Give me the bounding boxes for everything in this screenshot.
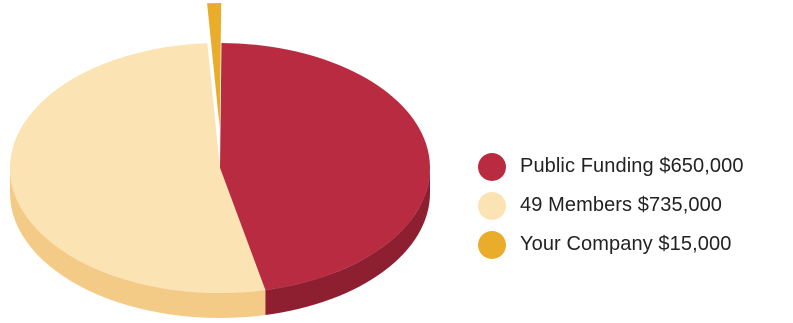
legend-label-public-funding: Public Funding $650,000 <box>520 155 744 177</box>
legend: Public Funding $650,000 49 Members $735,… <box>478 147 790 264</box>
legend-swatch-members <box>478 191 506 220</box>
pie-side-public-funding-1 <box>265 168 430 316</box>
legend-item-public-funding: Public Funding $650,000 <box>478 147 790 186</box>
legend-item-your-company: Your Company $15,000 <box>478 225 790 264</box>
legend-swatch-your-company <box>478 230 506 259</box>
legend-label-your-company: Your Company $15,000 <box>520 233 732 255</box>
pie-side-members <box>10 168 266 318</box>
pie-plot <box>10 3 430 318</box>
legend-item-members: 49 Members $735,000 <box>478 186 790 225</box>
legend-label-members: 49 Members $735,000 <box>520 194 723 216</box>
pie-slice-members <box>10 43 266 293</box>
legend-swatch-public-funding <box>478 152 506 181</box>
pie-slice-public-funding <box>220 43 430 291</box>
pie-slice-your-company <box>207 3 222 129</box>
